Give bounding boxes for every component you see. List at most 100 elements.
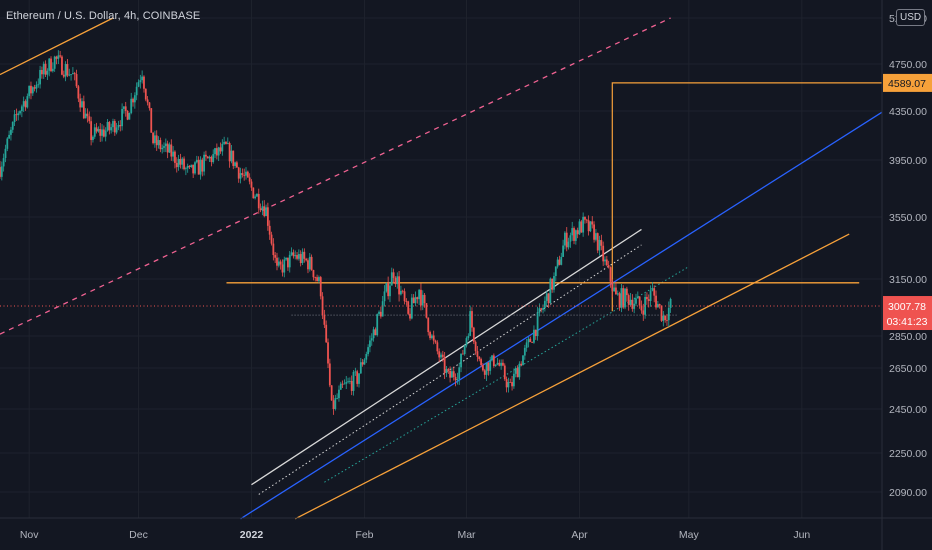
candle-body <box>427 317 430 333</box>
target-projection <box>611 82 882 312</box>
candle-body <box>347 381 349 383</box>
last-price-label: 3007.78 <box>888 301 926 313</box>
candle-body <box>503 365 506 380</box>
candle-body <box>139 80 142 83</box>
candle-body <box>640 305 643 311</box>
candle-body <box>558 259 561 265</box>
candle-body <box>551 278 554 290</box>
candle-body <box>500 362 503 366</box>
candle-body <box>573 228 575 241</box>
candle-body <box>338 389 340 399</box>
blue-trendline <box>240 111 883 520</box>
candle-body <box>414 297 417 304</box>
candle-body <box>584 216 586 220</box>
candle-body <box>305 258 308 261</box>
candle-body <box>104 130 107 137</box>
candle-body <box>571 228 574 236</box>
candle-body <box>308 256 311 270</box>
candle-body <box>232 150 235 166</box>
candle-body <box>454 376 457 381</box>
candle-body <box>168 144 171 153</box>
candle-body <box>370 338 373 341</box>
candle-body <box>438 351 441 358</box>
countdown-label: 03:41:23 <box>887 316 928 328</box>
candle-body <box>73 73 76 75</box>
candle-body <box>24 101 27 108</box>
chart-title: Ethereum / U.S. Dollar, 4h, COINBASE <box>6 10 201 22</box>
candle-body <box>71 73 74 75</box>
candle-body <box>243 174 246 176</box>
candle-body <box>307 260 309 270</box>
candle-body <box>201 159 204 172</box>
upper-orange-trendline <box>0 17 114 76</box>
candle-body <box>440 354 442 358</box>
candle-body <box>585 219 588 221</box>
candle-body <box>214 148 216 155</box>
candle-body <box>184 168 187 170</box>
candle-body <box>192 164 195 174</box>
candle-body <box>667 307 670 321</box>
candle-body <box>223 141 226 144</box>
candle-body <box>250 181 253 188</box>
time-tick-label: May <box>679 529 700 541</box>
candle-body <box>79 98 82 108</box>
candle-body <box>33 87 36 89</box>
candle-body <box>4 148 7 159</box>
candle-body <box>42 63 45 75</box>
candle-body <box>416 297 419 300</box>
candle-body <box>155 135 158 146</box>
candle-body <box>274 255 277 258</box>
candle-body <box>656 304 659 308</box>
candle-body <box>647 299 650 301</box>
candle-body <box>405 301 408 302</box>
candle-body <box>10 129 12 135</box>
candle-body <box>471 311 473 328</box>
time-tick-label: Mar <box>457 529 476 541</box>
candle-body <box>594 233 597 240</box>
candle-body <box>469 311 472 336</box>
currency-button[interactable]: USD <box>896 9 926 26</box>
candle-body <box>635 298 637 304</box>
candle-body <box>22 101 25 107</box>
candle-body <box>376 314 379 336</box>
candle-body <box>636 296 639 299</box>
candle-body <box>345 382 348 384</box>
candle-body <box>234 162 236 166</box>
candle-body <box>480 359 482 366</box>
candle-body <box>20 106 23 112</box>
candle-body <box>164 143 167 147</box>
candle-body <box>26 96 29 108</box>
candle-body <box>217 147 220 156</box>
candle-body <box>372 329 375 339</box>
candle-body <box>520 363 523 366</box>
candle-body <box>126 110 129 120</box>
time-tick-label: Feb <box>355 529 373 541</box>
candle-body <box>638 296 641 306</box>
candle-body <box>387 283 390 297</box>
candle-body <box>491 355 493 361</box>
candle-body <box>153 135 156 144</box>
candle-body <box>631 299 634 309</box>
candle-body <box>148 102 151 109</box>
candle-body <box>361 362 364 365</box>
candle-body <box>30 85 32 94</box>
candle-body <box>369 340 371 348</box>
candle-body <box>436 342 439 352</box>
candle-body <box>0 167 1 177</box>
target-price-label: 4589.07 <box>888 78 926 90</box>
candle-body <box>587 220 590 232</box>
candle-body <box>350 380 353 391</box>
candle-body <box>328 363 331 386</box>
candle-body <box>611 281 614 292</box>
candle-body <box>175 162 178 168</box>
candle-body <box>660 305 663 321</box>
candle-body <box>341 383 344 385</box>
candle-body <box>110 127 113 131</box>
candle-body <box>312 270 315 278</box>
candle-body <box>549 278 552 304</box>
candle-body <box>553 276 555 290</box>
candle-body <box>525 342 528 348</box>
candle-body <box>589 221 592 232</box>
candle-body <box>303 251 306 259</box>
